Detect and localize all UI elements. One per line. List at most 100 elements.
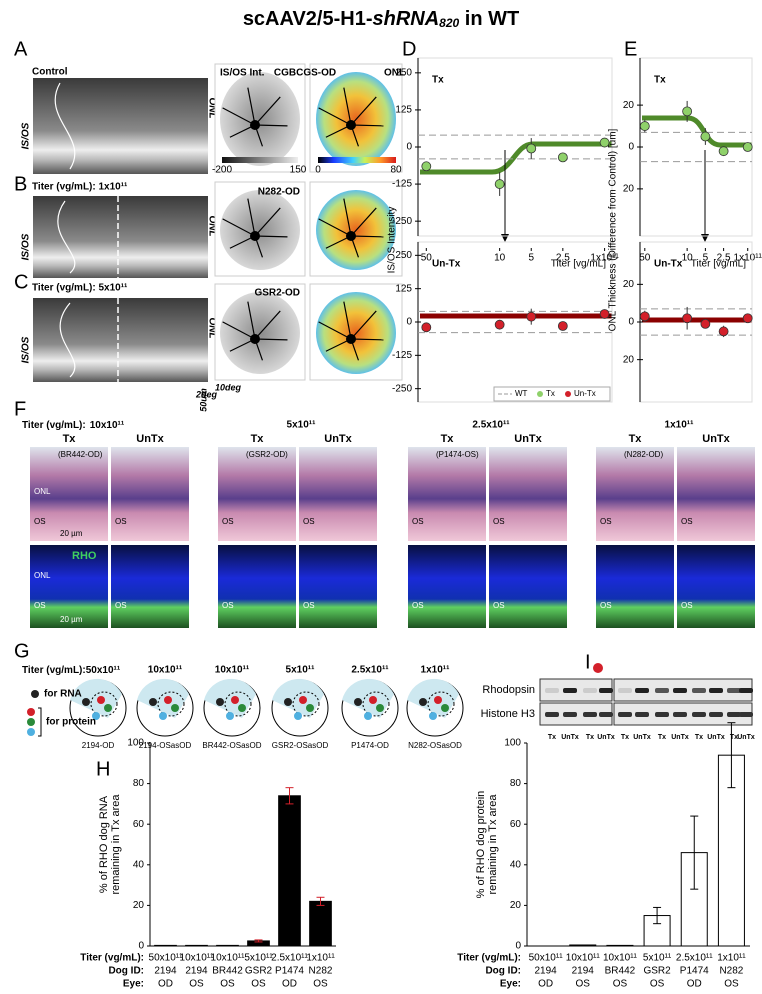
biopsy (294, 712, 302, 720)
series-label: Tx (654, 75, 666, 86)
bar (309, 900, 332, 947)
biopsy (429, 712, 437, 720)
y-tick-label: 40 (133, 859, 145, 870)
y-tick-label: 0 (628, 317, 634, 328)
row-label: Histone H3 (481, 708, 535, 720)
fit-curve (420, 141, 612, 175)
y-tick-label: 125 (395, 105, 412, 116)
biopsy (149, 698, 157, 706)
axis-label: ONL (206, 97, 217, 118)
point (700, 131, 711, 142)
label: UnTx (702, 433, 730, 445)
fit-curve (642, 115, 752, 148)
sample-id: (BR442-OD) (58, 450, 103, 459)
label: 2deg (195, 389, 218, 399)
row-label: Titer (vg/mL): (457, 953, 521, 964)
label: -200 (212, 165, 232, 176)
series-label: Un-Tx (654, 259, 683, 270)
biopsy (354, 698, 362, 706)
fluorescence (299, 545, 377, 628)
label: 0 (315, 165, 321, 176)
point (718, 326, 729, 337)
x-tick-label: 10x10¹¹ (566, 953, 601, 964)
x-tick-label: N282 (719, 966, 743, 977)
vessel (222, 218, 256, 237)
x-axis-label: Titer [vg/mL] (551, 259, 606, 270)
x-tick-label: GSR2 (245, 966, 273, 977)
panel-letter: I (585, 651, 591, 673)
sample-id: BR442-OSasOD (202, 741, 261, 750)
y-tick-label: 20 (133, 900, 145, 911)
plot-frame (417, 57, 613, 237)
series-label: Un-Tx (432, 259, 461, 270)
x-tick-label: 5x10¹¹ (643, 953, 672, 964)
x-tick-label: 10x10¹¹ (211, 953, 246, 964)
optic-disc (346, 120, 356, 130)
vessel (254, 124, 288, 127)
biopsy (97, 696, 105, 704)
panel-letter: H (96, 758, 110, 780)
point (742, 313, 753, 324)
x-tick-label: 1x10¹¹ (590, 253, 619, 264)
x-tick-label: 5 (528, 253, 534, 264)
optic-disc (250, 334, 260, 344)
biopsy (434, 696, 442, 704)
label: Tx (629, 433, 643, 445)
optic-disc (346, 231, 356, 241)
x-tick-label: OS (576, 979, 591, 990)
title-part: scAAV2/5-H1- (243, 8, 373, 30)
band (599, 712, 613, 717)
x-tick-label: 5x10¹¹ (244, 953, 273, 964)
biopsy (364, 712, 372, 720)
panel-letter: A (14, 38, 28, 60)
x-tick-label: 50x10¹¹ (149, 953, 184, 964)
band (655, 688, 669, 693)
axis-label: IS/OS (21, 122, 32, 149)
row-label: Titer (vg/mL): (80, 953, 144, 964)
x-tick-label: BR442 (605, 966, 636, 977)
x-tick-label: OD (158, 979, 173, 990)
label: UnTx (514, 433, 542, 445)
label: OS (303, 517, 315, 526)
label: CGBCGS-OD (274, 68, 336, 79)
vessel (254, 207, 281, 237)
y-tick-label: 20 (623, 184, 635, 195)
axis-label: IS/OS (21, 336, 32, 363)
tx-outline (224, 691, 252, 717)
vessel (318, 218, 352, 237)
label: Control (32, 67, 68, 78)
lane-label: Tx (586, 734, 594, 741)
vessel (254, 338, 288, 341)
scale-bar-label: 20 µm (60, 529, 83, 538)
fluorescence (596, 545, 674, 628)
band (599, 688, 613, 693)
group-title: 5x10¹¹ (286, 665, 316, 676)
biopsy (238, 704, 246, 712)
label: ONL (34, 487, 51, 496)
x-tick-label: 1x10¹¹ (734, 253, 762, 264)
biopsy (376, 704, 384, 712)
biopsy (226, 712, 234, 720)
band (673, 688, 687, 693)
vessel (247, 301, 256, 340)
group-title: 1x10¹¹ (421, 665, 451, 676)
label: OS (34, 517, 46, 526)
fluorescence (30, 545, 108, 628)
y-axis-label: IS/OS Intensity (387, 207, 398, 274)
vessel (254, 96, 281, 126)
bar (606, 944, 634, 947)
axis-label: IS/OS (21, 233, 32, 260)
lane-label: Tx (730, 734, 738, 741)
title-part: 10x10¹¹ (90, 420, 125, 431)
x-tick-label: 10 (494, 253, 506, 264)
label: OS (34, 601, 46, 610)
x-tick-label: 1x10¹¹ (717, 953, 746, 964)
label: OS (222, 517, 234, 526)
x-tick-label: 10 (682, 253, 694, 264)
label: OS (222, 601, 234, 610)
label: Tx (251, 433, 265, 445)
x-tick-label: 2.5 (717, 253, 731, 264)
label: for protein (46, 717, 96, 728)
label: 50um (198, 388, 208, 412)
vessel (343, 198, 352, 237)
